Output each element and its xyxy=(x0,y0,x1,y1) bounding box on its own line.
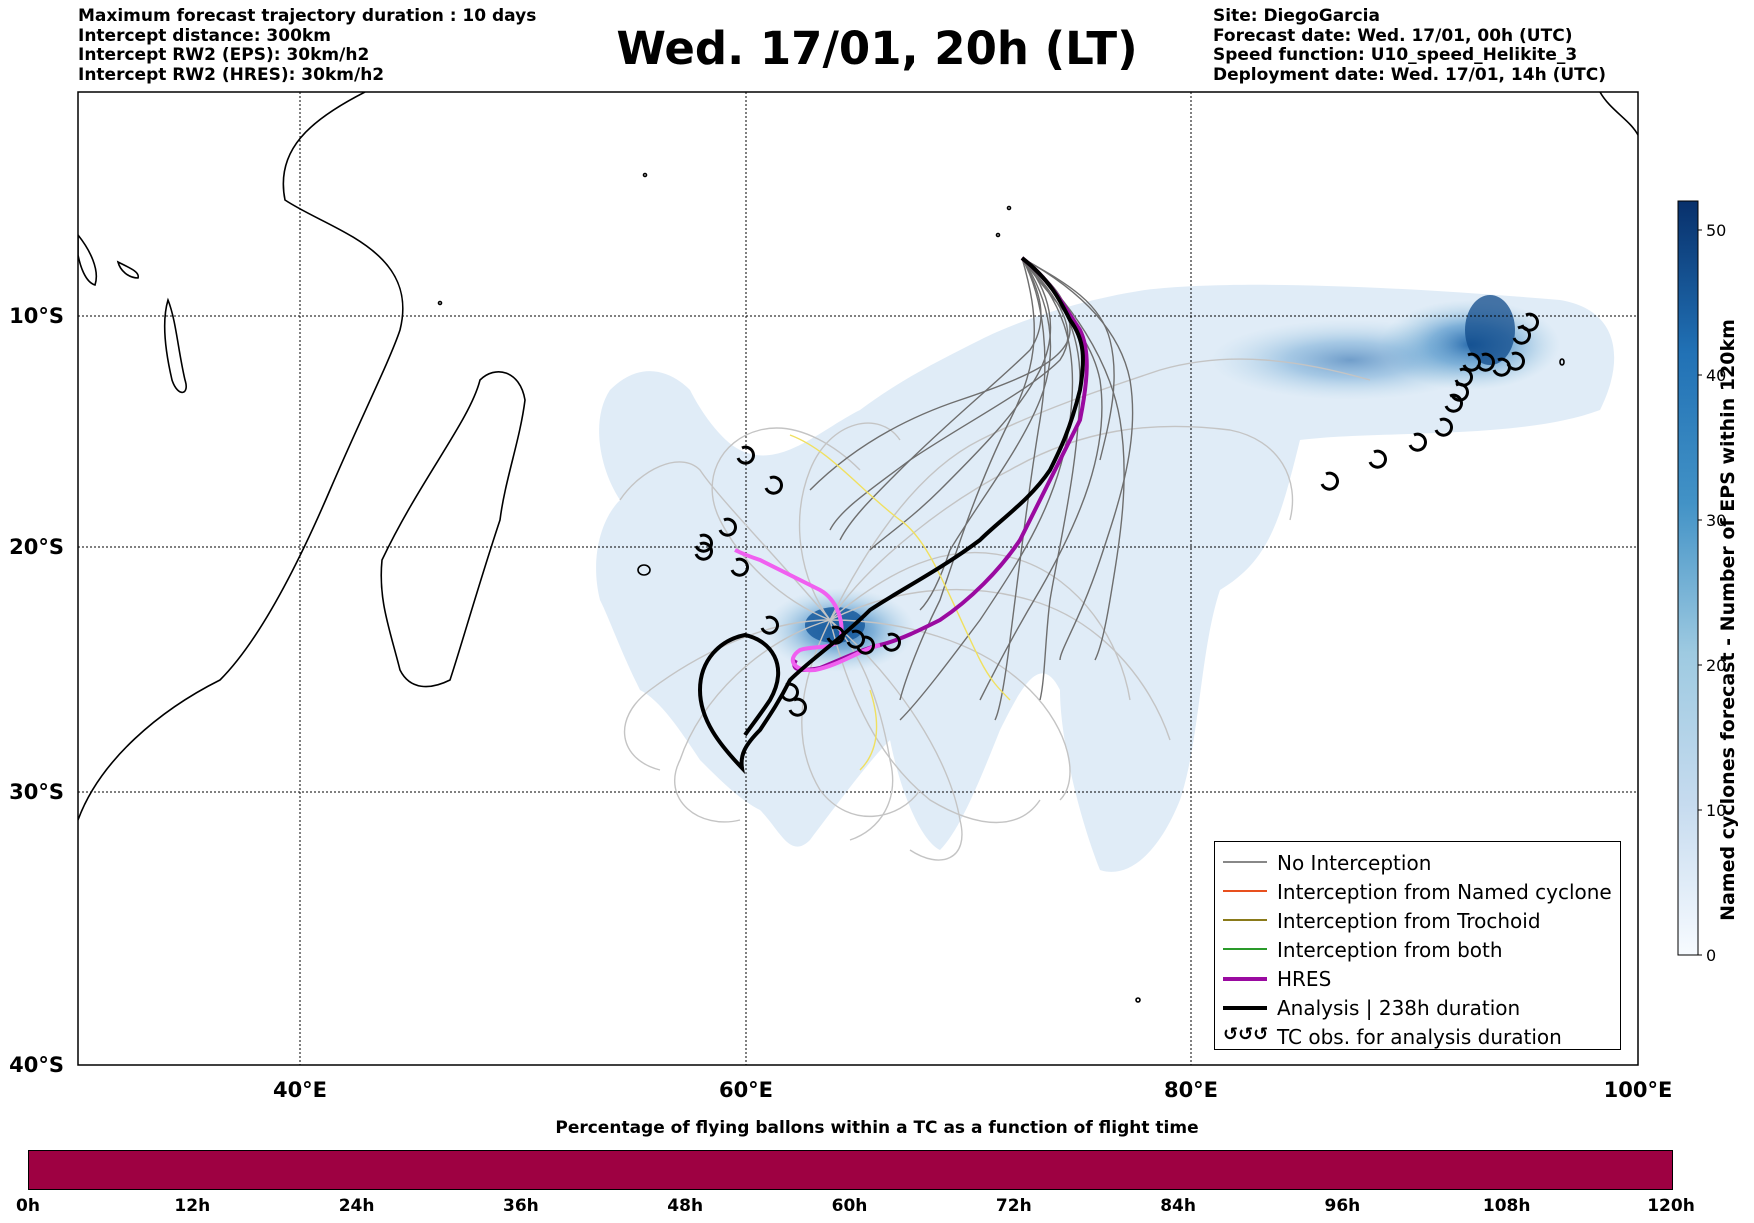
percentage-bar-title: Percentage of flying ballons within a TC… xyxy=(555,1118,1199,1138)
legend-item: Interception from both xyxy=(1215,935,1620,963)
eps-trajectory-yellow-2 xyxy=(859,689,878,771)
colorbar-tick: 20 xyxy=(1706,656,1726,675)
lat-label-20: 20°S xyxy=(9,535,64,559)
lon-label-60: 60°E xyxy=(719,1078,773,1102)
legend-label: No Interception xyxy=(1277,851,1432,875)
lat-label-40: 40°S xyxy=(9,1053,64,1077)
legend-item: Interception from Trochoid xyxy=(1215,906,1620,934)
colorbar-tick: 0 xyxy=(1706,946,1716,965)
legend-label: HRES xyxy=(1277,967,1332,991)
page-title: Wed. 17/01, 20h (LT) xyxy=(616,22,1138,75)
site-line-1: Forecast date: Wed. 17/01, 00h (UTC) xyxy=(1213,25,1573,46)
percentage-bar-tick: 120h xyxy=(1647,1196,1695,1216)
forecast-parameters: Maximum forecast trajectory duration : 1… xyxy=(78,6,537,85)
legend-label: Interception from Named cyclone xyxy=(1277,880,1612,904)
percentage-bar-tick: 0h xyxy=(16,1196,40,1216)
legend-label: Interception from Trochoid xyxy=(1277,909,1541,933)
graticule xyxy=(78,92,1638,1065)
legend-item: Analysis | 238h duration xyxy=(1215,993,1620,1021)
colorbar-tick: 50 xyxy=(1706,221,1726,240)
lon-label-40: 40°E xyxy=(273,1078,327,1102)
legend-label: TC obs. for analysis duration xyxy=(1277,1025,1562,1049)
legend-item: HRES xyxy=(1215,964,1620,992)
percentage-bar-tick: 36h xyxy=(503,1196,539,1216)
percentage-bar-tick: 24h xyxy=(338,1196,375,1216)
coastlines xyxy=(78,92,1638,1003)
lat-label-30: 30°S xyxy=(9,780,64,804)
percentage-bar-tick: 60h xyxy=(831,1196,868,1216)
legend-swatch xyxy=(1223,919,1267,921)
tc-observations xyxy=(694,312,1539,717)
eps-density-field xyxy=(596,284,1615,872)
lat-label-10: 10°S xyxy=(9,304,64,328)
legend-swatch xyxy=(1223,1006,1267,1010)
percentage-bar-tick: 48h xyxy=(667,1196,704,1216)
legend-swatch xyxy=(1223,890,1267,892)
legend-item: Interception from Named cyclone xyxy=(1215,877,1620,905)
legend-label: Analysis | 238h duration xyxy=(1277,996,1521,1020)
eps-trajectory-yellow xyxy=(789,434,1011,701)
legend-item: No Interception xyxy=(1215,848,1620,876)
percentage-bar-tick: 72h xyxy=(995,1196,1032,1216)
percentage-bar-tick: 96h xyxy=(1324,1196,1361,1216)
site-info: Site: DiegoGarcia Forecast date: Wed. 17/… xyxy=(1213,6,1607,85)
colorbar-ticks: 0 10 20 30 40 50 xyxy=(1698,221,1726,965)
param-line-0: Maximum forecast trajectory duration : 1… xyxy=(78,6,537,26)
analysis-track xyxy=(697,256,1085,774)
legend-item: ↺↺↺ TC obs. for analysis duration xyxy=(1215,1022,1620,1050)
percentage-bar xyxy=(28,1150,1673,1190)
param-line-1: Intercept distance: 300km xyxy=(78,25,331,46)
site-line-2: Speed function: U10_speed_Helikite_3 xyxy=(1213,45,1578,65)
percentage-bar-tick: 84h xyxy=(1160,1196,1196,1216)
legend-swatch xyxy=(1223,861,1267,863)
percentage-bar-tick: 108h xyxy=(1482,1196,1531,1216)
density-colorbar xyxy=(1677,200,1699,956)
legend-swatch xyxy=(1223,977,1267,981)
colorbar-label: Named cyclones forecast - Number of EPS … xyxy=(1717,319,1739,921)
legend-swatch: ↺↺↺ xyxy=(1223,1024,1269,1045)
lon-label-100: 100°E xyxy=(1604,1078,1673,1102)
eps-trajectories-light xyxy=(619,358,1371,861)
colorbar-tick: 30 xyxy=(1706,511,1726,530)
param-line-2: Intercept RW2 (EPS): 30km/h2 xyxy=(78,45,370,65)
legend: No Interception Interception from Named c… xyxy=(1214,841,1621,1050)
site-line-0: Site: DiegoGarcia xyxy=(1213,6,1380,26)
site-line-3: Deployment date: Wed. 17/01, 14h (UTC) xyxy=(1213,64,1607,85)
legend-label: Interception from both xyxy=(1277,938,1503,962)
colorbar-tick: 40 xyxy=(1706,366,1726,385)
percentage-bar-tick: 12h xyxy=(174,1196,211,1216)
legend-swatch xyxy=(1223,948,1267,950)
colorbar-tick: 10 xyxy=(1706,801,1726,820)
lon-label-80: 80°E xyxy=(1164,1078,1218,1102)
param-line-3: Intercept RW2 (HRES): 30km/h2 xyxy=(78,64,385,85)
map-frame xyxy=(77,91,1639,1066)
axis-labels: 40°E 60°E 80°E 100°E 10°S 20°S 30°S 40°S xyxy=(9,304,1672,1102)
